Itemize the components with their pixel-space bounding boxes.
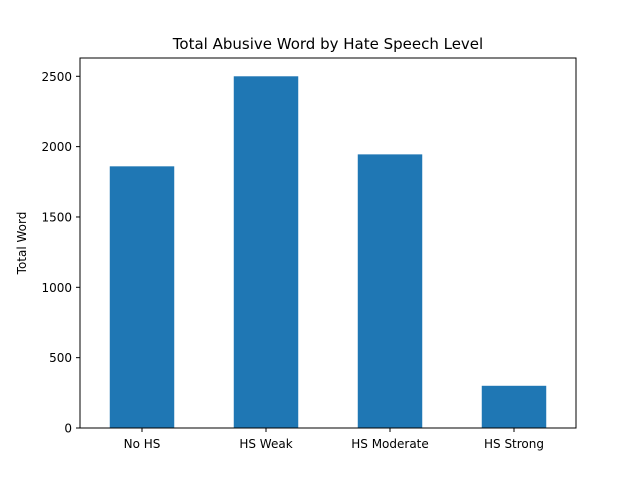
x-tick-label: HS Weak [239,437,292,451]
bar-no-hs [109,166,175,428]
y-tick-label: 500 [49,351,72,365]
y-tick-label: 1500 [41,210,72,224]
bar-hs-strong [481,385,547,428]
plot-area-frame [79,57,577,429]
x-axis-ticks: No HS HS Weak HS Moderate HS Strong [124,428,544,451]
x-tick-label: No HS [124,437,161,451]
chart-title: Total Abusive Word by Hate Speech Level [172,35,483,53]
y-tick-label: 2000 [41,140,72,154]
y-tick-label: 0 [64,422,72,436]
bars-layer [109,76,547,428]
y-axis-ticks: 0 500 1000 1500 2000 2500 [41,70,80,436]
y-axis-label: Total Word [15,212,29,276]
bar-hs-weak [233,76,299,428]
x-tick-label: HS Strong [484,437,544,451]
y-tick-label: 2500 [41,70,72,84]
bar-hs-moderate [357,154,423,428]
y-tick-label: 1000 [41,281,72,295]
x-tick-label: HS Moderate [351,437,429,451]
